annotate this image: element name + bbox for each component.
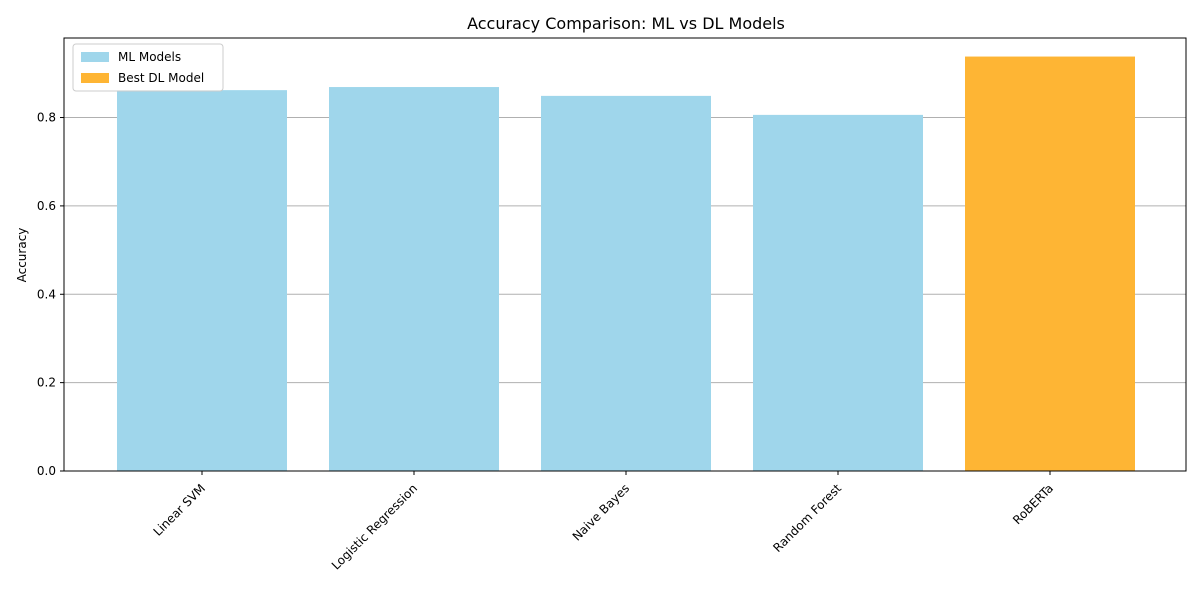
bar xyxy=(117,90,287,472)
bar xyxy=(753,114,923,472)
legend-box xyxy=(72,43,224,92)
bar xyxy=(329,87,499,471)
y-tick-label: 0.0 xyxy=(37,464,56,478)
y-axis-ticks: 0.0 0.2 0.4 0.6 0.8 xyxy=(37,111,64,478)
legend-swatch xyxy=(81,73,109,83)
legend-label: ML Models xyxy=(118,50,181,64)
y-tick-label: 0.8 xyxy=(37,111,56,125)
legend-label: Best DL Model xyxy=(118,71,204,85)
bar xyxy=(541,95,711,471)
legend-swatch xyxy=(81,52,109,62)
plot-frame xyxy=(63,37,1187,472)
y-axis-label: Accuracy xyxy=(15,228,29,283)
y-tick-label: 0.2 xyxy=(37,376,56,390)
bars xyxy=(117,56,1135,472)
y-tick-label: 0.4 xyxy=(37,287,56,301)
y-tick-label: 0.6 xyxy=(37,199,56,213)
chart-title: Accuracy Comparison: ML vs DL Models xyxy=(467,14,785,33)
bar xyxy=(965,56,1135,472)
legend: ML Models Best DL Model xyxy=(72,43,224,92)
